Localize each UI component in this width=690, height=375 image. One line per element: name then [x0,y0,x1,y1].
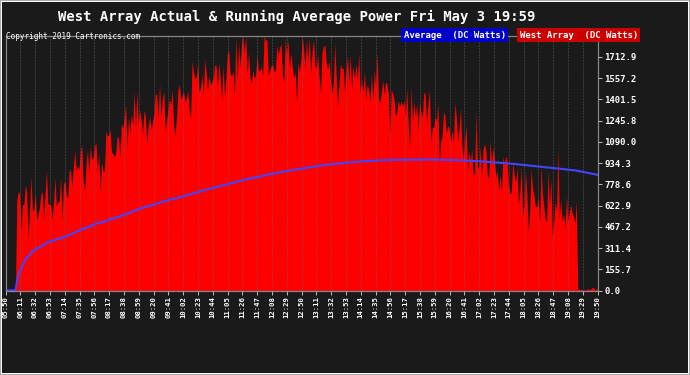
Text: Average  (DC Watts): Average (DC Watts) [404,31,506,40]
Text: West Array  (DC Watts): West Array (DC Watts) [520,31,638,40]
Text: West Array Actual & Running Average Power Fri May 3 19:59: West Array Actual & Running Average Powe… [58,9,535,24]
Text: Copyright 2019 Cartronics.com: Copyright 2019 Cartronics.com [6,32,139,41]
